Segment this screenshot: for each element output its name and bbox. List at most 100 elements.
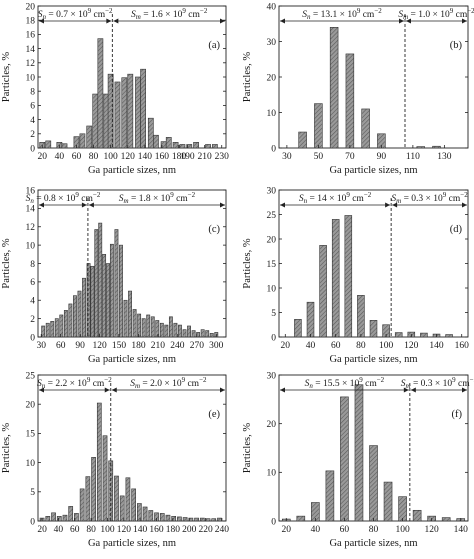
x-tick-label: 80	[369, 525, 379, 535]
histogram-bar	[45, 322, 50, 338]
histogram-panel: 0 5 10 15 20 25 30 20 40 60 80 100 120 140 160 Ga parti…	[242, 186, 469, 365]
x-tick-label: 100	[100, 525, 115, 535]
y-tick-label: 4	[30, 297, 35, 307]
x-tick-label: 160	[455, 341, 470, 351]
arrowhead-right-icon	[399, 18, 404, 24]
arrowhead-right-icon	[220, 387, 225, 393]
x-tick-label: 110	[406, 152, 420, 162]
x-tick-label: 200	[182, 525, 197, 535]
x-axis-title: Ga particle sizes, nm	[329, 538, 417, 549]
y-tick-label: 12	[26, 59, 36, 69]
histogram-bar	[54, 318, 59, 338]
histogram-bar	[106, 263, 110, 338]
x-tick-label: 50	[314, 152, 324, 162]
x-tick-label: 40	[306, 341, 316, 351]
y-tick-label: 25	[267, 211, 277, 221]
histogram-bar	[412, 509, 422, 522]
histogram-bar	[357, 295, 365, 338]
arrowhead-left-icon	[280, 387, 285, 393]
arrowhead-right-icon	[462, 387, 467, 393]
histogram-bar	[45, 140, 52, 149]
x-tick-label: 80	[86, 525, 96, 535]
y-tick-label: 0	[271, 144, 276, 154]
x-tick-label: 30	[36, 341, 46, 351]
histogram-bar	[329, 26, 339, 149]
histogram-bar	[141, 318, 146, 338]
histogram-bar	[182, 329, 187, 338]
histogram-bar	[77, 290, 82, 338]
histogram-bar	[121, 77, 128, 149]
histogram-bar	[416, 146, 425, 149]
x-tick-label: 210	[198, 152, 213, 162]
histogram-bar	[296, 515, 306, 522]
x-tick-label: 140	[138, 152, 153, 162]
histogram-bar	[62, 514, 68, 522]
x-tick-label: 40	[55, 152, 65, 162]
sm-density-label: Sm = 1.6 × 109 cm−2	[131, 7, 208, 21]
histogram-bar	[148, 510, 154, 522]
plot-frame	[278, 5, 469, 149]
histogram-bar	[319, 245, 327, 338]
histogram-bar	[179, 144, 186, 149]
arrowhead-left-icon	[88, 202, 94, 208]
arrowhead-right-icon	[220, 18, 225, 24]
x-tick-label: 130	[437, 152, 452, 162]
y-tick-label: 10	[267, 109, 277, 119]
histogram-bar	[188, 517, 194, 522]
x-tick-label: 140	[429, 341, 444, 351]
y-tick-label: 20	[267, 420, 277, 430]
y-tick-label: 0	[30, 517, 35, 527]
x-axis-title: Ga particle sizes, nm	[329, 354, 417, 365]
y-tick-label: 14	[26, 45, 36, 55]
x-tick-label: 120	[404, 341, 419, 351]
x-tick-label: 20	[281, 341, 291, 351]
histogram-bar	[164, 324, 169, 338]
y-tick-label: 15	[267, 260, 277, 270]
arrowhead-left-icon	[111, 387, 117, 393]
histogram-bar	[344, 215, 353, 338]
y-tick-label: 16	[26, 31, 36, 41]
y-axis-title: Particles, %	[1, 423, 12, 473]
histogram-bar	[45, 516, 51, 522]
histogram-panel: 0 5 10 15 20 25 20 40 60 80 100 120 140 160 180 200 220 2…	[1, 371, 229, 549]
arrowhead-right-icon	[106, 18, 112, 24]
histogram-bar	[102, 435, 108, 522]
histogram-bar	[445, 334, 453, 338]
y-tick-label: 5	[271, 309, 276, 319]
histogram-bar	[369, 445, 378, 522]
histogram-bar	[119, 244, 123, 338]
histogram-bar	[294, 319, 302, 338]
histogram-bar	[354, 384, 364, 522]
arrowhead-left-icon	[280, 202, 285, 208]
y-tick-label: 20	[267, 73, 277, 83]
x-tick-label: 240	[170, 341, 185, 351]
x-tick-label: 20	[38, 152, 48, 162]
y-axis-title: Particles, %	[242, 52, 253, 102]
x-tick-label: 140	[454, 525, 469, 535]
y-tick-label: 10	[267, 469, 277, 479]
arrowhead-right-icon	[220, 202, 225, 208]
histogram-bar	[187, 325, 191, 338]
histogram-bar	[199, 517, 205, 522]
arrowhead-left-icon	[280, 18, 285, 24]
sm-density-label: Sm = 0.3 × 109 cm−2	[401, 376, 474, 390]
histogram-bar	[325, 470, 335, 522]
x-tick-label: 180	[166, 525, 181, 535]
sm-density-label: Sm = 1.8 × 109 cm−2	[119, 191, 196, 205]
histogram-bar	[186, 144, 193, 149]
histogram-bar	[114, 229, 119, 338]
arrowhead-left-icon	[406, 18, 411, 24]
histogram-bar	[420, 332, 428, 338]
y-tick-label: 10	[26, 459, 36, 469]
panel-label: (e)	[208, 409, 220, 420]
panel-label: (d)	[450, 224, 463, 235]
y-axis-title: Particles, %	[242, 423, 253, 473]
sm-density-label: Sm = 0.3 × 109 cm−2	[391, 191, 468, 205]
histogram-panel: 0 10 20 30 20 40 60 80 100 120 140 Ga particle size…	[242, 371, 474, 549]
y-axis-title: Particles, %	[1, 238, 12, 288]
y-tick-label: 12	[26, 223, 36, 233]
panel-label: (c)	[208, 224, 220, 235]
y-tick-label: 4	[30, 116, 35, 126]
x-tick-label: 190	[180, 152, 195, 162]
